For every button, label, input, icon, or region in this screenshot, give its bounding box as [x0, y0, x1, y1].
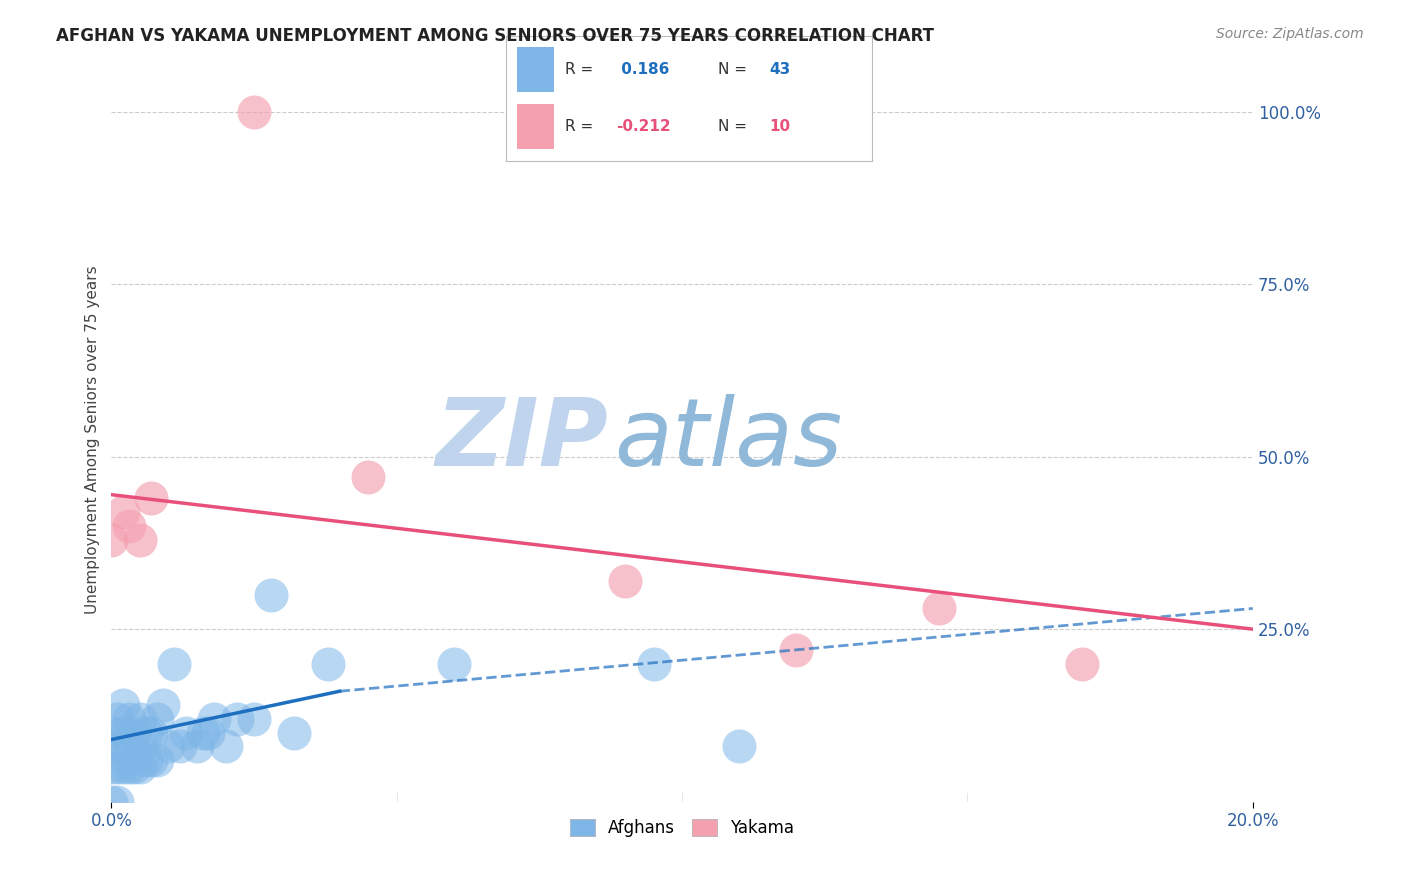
- Point: [226, 712, 249, 726]
- Point: [1070, 657, 1092, 671]
- Point: [643, 657, 665, 671]
- Point: [105, 795, 128, 809]
- Point: [157, 739, 180, 754]
- Text: AFGHAN VS YAKAMA UNEMPLOYMENT AMONG SENIORS OVER 75 YEARS CORRELATION CHART: AFGHAN VS YAKAMA UNEMPLOYMENT AMONG SENI…: [56, 27, 934, 45]
- Point: [443, 657, 465, 671]
- Point: [146, 753, 169, 767]
- Point: [197, 725, 219, 739]
- Point: [100, 533, 122, 547]
- Point: [111, 760, 134, 774]
- Point: [117, 712, 139, 726]
- Point: [152, 698, 174, 712]
- Point: [100, 795, 122, 809]
- Point: [129, 739, 152, 754]
- FancyBboxPatch shape: [517, 104, 554, 149]
- Point: [105, 739, 128, 754]
- Point: [146, 712, 169, 726]
- Text: N =: N =: [718, 62, 747, 77]
- Point: [122, 760, 145, 774]
- Y-axis label: Unemployment Among Seniors over 75 years: Unemployment Among Seniors over 75 years: [86, 265, 100, 614]
- Point: [174, 725, 197, 739]
- Point: [105, 760, 128, 774]
- Point: [260, 588, 283, 602]
- Point: [117, 518, 139, 533]
- Point: [105, 712, 128, 726]
- Point: [111, 698, 134, 712]
- Point: [141, 725, 163, 739]
- Legend: Afghans, Yakama: Afghans, Yakama: [564, 813, 801, 844]
- Point: [111, 725, 134, 739]
- Text: R =: R =: [565, 62, 593, 77]
- Point: [141, 491, 163, 505]
- Text: R =: R =: [565, 120, 593, 135]
- Point: [163, 657, 186, 671]
- Point: [191, 725, 214, 739]
- Point: [614, 574, 637, 588]
- Point: [141, 753, 163, 767]
- Point: [785, 643, 807, 657]
- Point: [129, 712, 152, 726]
- Point: [111, 739, 134, 754]
- FancyBboxPatch shape: [517, 47, 554, 92]
- Point: [100, 725, 122, 739]
- Point: [357, 470, 380, 484]
- Point: [117, 739, 139, 754]
- Point: [728, 739, 751, 754]
- Text: Source: ZipAtlas.com: Source: ZipAtlas.com: [1216, 27, 1364, 41]
- Text: N =: N =: [718, 120, 747, 135]
- Point: [316, 657, 339, 671]
- Text: 43: 43: [769, 62, 790, 77]
- Text: -0.212: -0.212: [616, 120, 671, 135]
- Point: [100, 760, 122, 774]
- Point: [243, 104, 266, 119]
- Point: [243, 712, 266, 726]
- Point: [186, 739, 208, 754]
- Point: [283, 725, 305, 739]
- Point: [135, 725, 157, 739]
- Point: [129, 760, 152, 774]
- Point: [129, 533, 152, 547]
- Text: ZIP: ZIP: [434, 393, 607, 485]
- Text: atlas: atlas: [613, 394, 842, 485]
- Text: 10: 10: [769, 120, 790, 135]
- Point: [122, 725, 145, 739]
- Point: [202, 712, 225, 726]
- Point: [117, 760, 139, 774]
- Point: [214, 739, 236, 754]
- Point: [928, 601, 950, 615]
- Point: [111, 505, 134, 519]
- Point: [169, 739, 191, 754]
- Text: 0.186: 0.186: [616, 62, 669, 77]
- Point: [135, 753, 157, 767]
